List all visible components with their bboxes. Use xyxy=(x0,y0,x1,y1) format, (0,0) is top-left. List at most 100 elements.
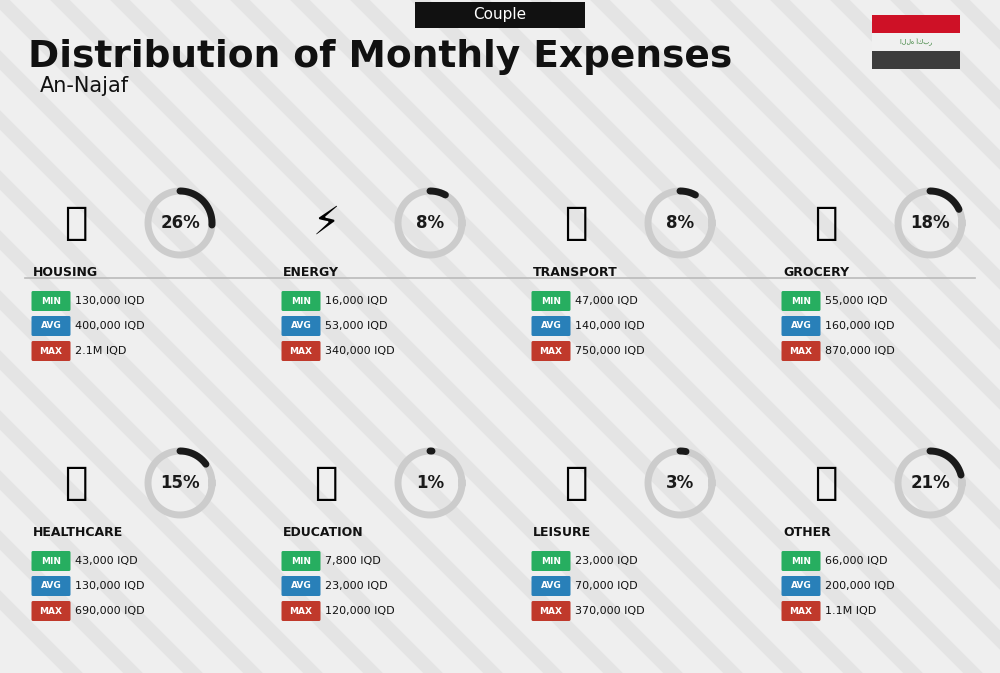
Text: 16,000 IQD: 16,000 IQD xyxy=(325,296,388,306)
FancyBboxPatch shape xyxy=(532,316,570,336)
Text: 870,000 IQD: 870,000 IQD xyxy=(825,346,895,356)
Text: 120,000 IQD: 120,000 IQD xyxy=(325,606,395,616)
Text: 8%: 8% xyxy=(416,214,444,232)
Text: 23,000 IQD: 23,000 IQD xyxy=(575,556,638,566)
Text: MAX: MAX xyxy=(40,347,62,355)
Text: 43,000 IQD: 43,000 IQD xyxy=(75,556,138,566)
Text: 140,000 IQD: 140,000 IQD xyxy=(575,321,645,331)
Text: MAX: MAX xyxy=(790,347,812,355)
Text: AVG: AVG xyxy=(291,581,311,590)
FancyBboxPatch shape xyxy=(282,291,320,311)
FancyBboxPatch shape xyxy=(532,576,570,596)
FancyBboxPatch shape xyxy=(32,601,70,621)
Text: 8%: 8% xyxy=(666,214,694,232)
Text: AVG: AVG xyxy=(291,322,311,330)
FancyBboxPatch shape xyxy=(872,51,960,69)
Text: LEISURE: LEISURE xyxy=(533,526,591,540)
FancyBboxPatch shape xyxy=(782,551,820,571)
Text: HOUSING: HOUSING xyxy=(33,267,98,279)
Text: 21%: 21% xyxy=(910,474,950,492)
FancyBboxPatch shape xyxy=(282,551,320,571)
FancyBboxPatch shape xyxy=(282,316,320,336)
Text: 23,000 IQD: 23,000 IQD xyxy=(325,581,388,591)
Text: 53,000 IQD: 53,000 IQD xyxy=(325,321,388,331)
Text: 70,000 IQD: 70,000 IQD xyxy=(575,581,638,591)
Text: Couple: Couple xyxy=(473,7,527,22)
Text: 15%: 15% xyxy=(160,474,200,492)
Text: MIN: MIN xyxy=(291,297,311,306)
Text: 690,000 IQD: 690,000 IQD xyxy=(75,606,145,616)
Text: الله أكبر: الله أكبر xyxy=(900,38,932,46)
FancyBboxPatch shape xyxy=(532,291,570,311)
Text: MAX: MAX xyxy=(290,606,312,616)
Text: 340,000 IQD: 340,000 IQD xyxy=(325,346,395,356)
Text: 400,000 IQD: 400,000 IQD xyxy=(75,321,145,331)
Text: 1%: 1% xyxy=(416,474,444,492)
FancyBboxPatch shape xyxy=(32,316,70,336)
Text: 🎓: 🎓 xyxy=(314,464,338,502)
Text: MIN: MIN xyxy=(291,557,311,565)
FancyBboxPatch shape xyxy=(32,551,70,571)
Text: 🛒: 🛒 xyxy=(814,204,838,242)
FancyBboxPatch shape xyxy=(32,341,70,361)
Text: MIN: MIN xyxy=(541,297,561,306)
Text: 1.1M IQD: 1.1M IQD xyxy=(825,606,876,616)
Text: Distribution of Monthly Expenses: Distribution of Monthly Expenses xyxy=(28,39,732,75)
Text: AVG: AVG xyxy=(541,322,561,330)
Text: 66,000 IQD: 66,000 IQD xyxy=(825,556,888,566)
FancyBboxPatch shape xyxy=(782,316,820,336)
FancyBboxPatch shape xyxy=(282,341,320,361)
Text: MIN: MIN xyxy=(541,557,561,565)
Text: 55,000 IQD: 55,000 IQD xyxy=(825,296,888,306)
Text: ENERGY: ENERGY xyxy=(283,267,339,279)
Text: 18%: 18% xyxy=(910,214,950,232)
Text: 💰: 💰 xyxy=(814,464,838,502)
Text: AVG: AVG xyxy=(41,322,61,330)
Text: 🏢: 🏢 xyxy=(64,204,88,242)
FancyBboxPatch shape xyxy=(532,601,570,621)
Text: ⚡: ⚡ xyxy=(312,204,340,242)
Text: 🛍: 🛍 xyxy=(564,464,588,502)
Text: 2.1M IQD: 2.1M IQD xyxy=(75,346,126,356)
Text: AVG: AVG xyxy=(41,581,61,590)
FancyBboxPatch shape xyxy=(782,341,820,361)
Text: 130,000 IQD: 130,000 IQD xyxy=(75,581,144,591)
FancyBboxPatch shape xyxy=(282,601,320,621)
Text: MIN: MIN xyxy=(791,297,811,306)
FancyBboxPatch shape xyxy=(782,291,820,311)
FancyBboxPatch shape xyxy=(872,15,960,33)
Text: MAX: MAX xyxy=(540,347,562,355)
Text: AVG: AVG xyxy=(791,581,811,590)
Text: 160,000 IQD: 160,000 IQD xyxy=(825,321,895,331)
FancyBboxPatch shape xyxy=(415,2,585,28)
Text: MAX: MAX xyxy=(790,606,812,616)
FancyBboxPatch shape xyxy=(782,601,820,621)
Text: 26%: 26% xyxy=(160,214,200,232)
Text: 370,000 IQD: 370,000 IQD xyxy=(575,606,645,616)
Text: 7,800 IQD: 7,800 IQD xyxy=(325,556,381,566)
Text: 200,000 IQD: 200,000 IQD xyxy=(825,581,895,591)
FancyBboxPatch shape xyxy=(32,291,70,311)
Text: An-Najaf: An-Najaf xyxy=(40,76,129,96)
Text: 🚌: 🚌 xyxy=(564,204,588,242)
FancyBboxPatch shape xyxy=(282,576,320,596)
FancyBboxPatch shape xyxy=(532,341,570,361)
Text: AVG: AVG xyxy=(791,322,811,330)
Text: MAX: MAX xyxy=(40,606,62,616)
Text: 💓: 💓 xyxy=(64,464,88,502)
FancyBboxPatch shape xyxy=(872,33,960,51)
Text: MIN: MIN xyxy=(41,557,61,565)
Text: 47,000 IQD: 47,000 IQD xyxy=(575,296,638,306)
FancyBboxPatch shape xyxy=(532,551,570,571)
Text: GROCERY: GROCERY xyxy=(783,267,849,279)
Text: 130,000 IQD: 130,000 IQD xyxy=(75,296,144,306)
FancyBboxPatch shape xyxy=(32,576,70,596)
Text: 750,000 IQD: 750,000 IQD xyxy=(575,346,645,356)
Text: EDUCATION: EDUCATION xyxy=(283,526,364,540)
Text: MAX: MAX xyxy=(290,347,312,355)
Text: OTHER: OTHER xyxy=(783,526,831,540)
Text: MIN: MIN xyxy=(791,557,811,565)
Text: 3%: 3% xyxy=(666,474,694,492)
Text: TRANSPORT: TRANSPORT xyxy=(533,267,618,279)
Text: MIN: MIN xyxy=(41,297,61,306)
